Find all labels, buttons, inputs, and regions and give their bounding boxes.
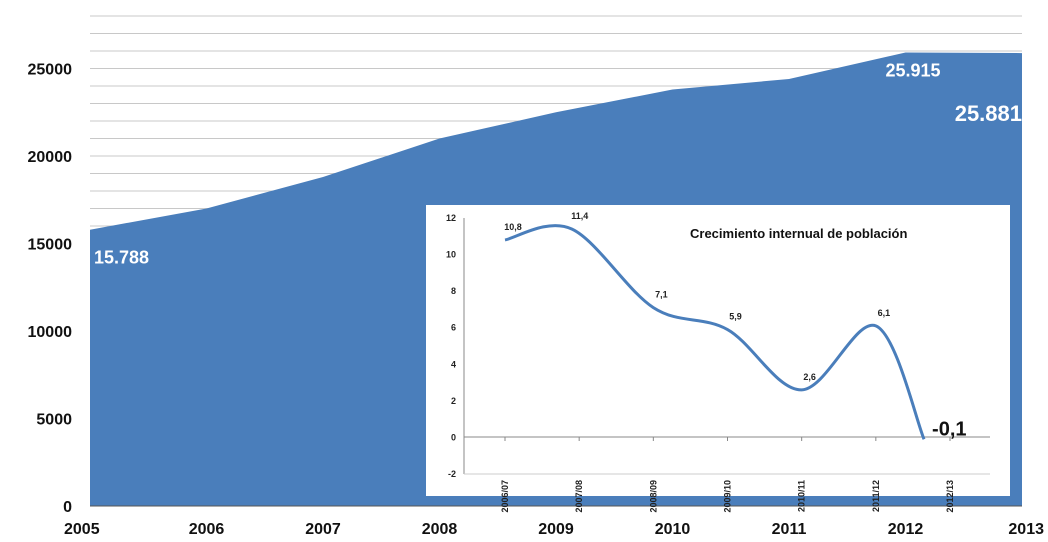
y-tick-label: 10000 xyxy=(28,324,73,341)
inset-y-tick-label: 12 xyxy=(446,213,456,223)
area-data-label: 25.881 xyxy=(955,101,1022,126)
growth-inset-chart: -2 0 2 4 6 8 10 12 2006/07 2007/08 2008/09 2009/10… xyxy=(426,205,1010,513)
inset-chart-title: Crecimiento internual de población xyxy=(690,226,907,241)
area-data-label: 15.788 xyxy=(94,248,149,268)
x-tick-label: 2007 xyxy=(305,521,341,538)
inset-data-label: -0,1 xyxy=(932,418,966,440)
inset-y-tick-label: 6 xyxy=(451,323,456,333)
inset-y-tick-label: 10 xyxy=(446,250,456,260)
x-tick-label: 2005 xyxy=(64,521,100,538)
inset-y-tick-label: 8 xyxy=(451,286,456,296)
inset-background xyxy=(426,205,1010,496)
x-tick-label: 2010 xyxy=(655,521,691,538)
inset-data-label: 2,6 xyxy=(803,372,816,382)
y-tick-label: 15000 xyxy=(28,237,73,254)
x-tick-label: 2008 xyxy=(422,521,458,538)
inset-y-tick-label: 2 xyxy=(451,396,456,406)
inset-data-label: 7,1 xyxy=(655,290,668,300)
inset-data-label: 5,9 xyxy=(729,312,742,322)
y-tick-label: 5000 xyxy=(36,412,72,429)
inset-y-tick-label: -2 xyxy=(448,469,456,479)
inset-y-ticks: -2 0 2 4 6 8 10 12 xyxy=(446,213,456,479)
y-tick-label: 25000 xyxy=(28,62,73,79)
inset-data-label: 6,1 xyxy=(878,308,891,318)
inset-x-tick-label: 2007/08 xyxy=(574,480,584,513)
inset-x-tick-label: 2011/12 xyxy=(871,480,881,512)
inset-x-tick-label: 2006/07 xyxy=(500,480,510,513)
area-data-labels: 15.788 25.915 25.881 xyxy=(94,60,1022,267)
inset-y-tick-label: 0 xyxy=(451,432,456,442)
area-data-label: 25.915 xyxy=(886,60,941,80)
inset-x-tick-label: 2012/13 xyxy=(945,480,955,513)
y-axis-ticks: 0 5000 10000 15000 20000 25000 xyxy=(28,62,73,517)
inset-x-tick-label: 2008/09 xyxy=(648,480,658,513)
x-tick-label: 2011 xyxy=(772,521,807,538)
inset-data-label: 11,4 xyxy=(571,211,588,221)
x-tick-label: 2013 xyxy=(1008,521,1044,538)
inset-y-tick-label: 4 xyxy=(451,359,456,369)
inset-x-tick-label: 2009/10 xyxy=(723,480,733,513)
inset-data-labels: 10,8 11,4 7,1 5,9 2,6 6,1 -0,1 xyxy=(504,211,966,440)
x-axis-ticks: 2005 2006 2007 2008 2009 2010 2011 2012 2013 xyxy=(64,521,1044,538)
inset-x-ticks: 2006/07 2007/08 2008/09 2009/10 2010/11 2011/… xyxy=(500,437,955,513)
growth-series-line xyxy=(504,224,926,440)
y-tick-label: 0 xyxy=(63,499,72,516)
x-tick-label: 2006 xyxy=(189,521,225,538)
x-tick-label: 2012 xyxy=(888,521,924,538)
x-tick-label: 2009 xyxy=(538,521,574,538)
y-tick-label: 20000 xyxy=(28,149,73,166)
inset-data-label: 10,8 xyxy=(504,222,522,232)
inset-x-tick-label: 2010/11 xyxy=(797,480,807,512)
